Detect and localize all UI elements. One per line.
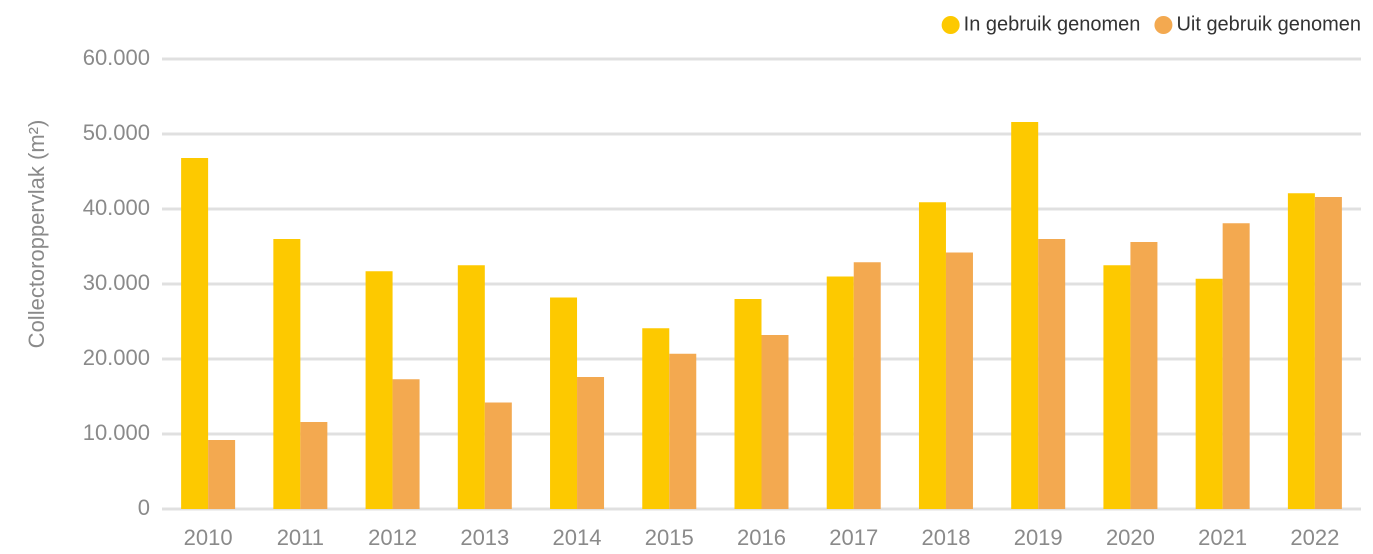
bar xyxy=(457,265,485,509)
legend-swatch xyxy=(941,16,960,34)
y-tick-label: 50.000 xyxy=(83,120,150,145)
x-tick-label: 2018 xyxy=(921,525,970,550)
bar xyxy=(1011,122,1039,509)
bar xyxy=(761,335,789,509)
x-tick-label: 2014 xyxy=(553,525,602,550)
x-tick-label: 2015 xyxy=(645,525,694,550)
x-tick-label: 2020 xyxy=(1106,525,1155,550)
y-tick-label: 60.000 xyxy=(83,45,150,70)
bar xyxy=(208,440,236,509)
bar xyxy=(577,377,605,509)
bar xyxy=(642,328,670,509)
legend-label: In gebruik genomen xyxy=(964,13,1141,35)
bar xyxy=(365,271,393,509)
bar xyxy=(1130,242,1158,509)
bar xyxy=(392,379,420,509)
y-tick-label: 0 xyxy=(138,495,150,520)
bar xyxy=(484,402,512,509)
y-tick-label: 10.000 xyxy=(83,420,150,445)
bar xyxy=(1103,265,1131,509)
bar xyxy=(918,202,946,509)
y-tick-label: 30.000 xyxy=(83,270,150,295)
x-tick-label: 2022 xyxy=(1290,525,1339,550)
x-tick-label: 2017 xyxy=(829,525,878,550)
x-tick-label: 2016 xyxy=(737,525,786,550)
x-tick-label: 2012 xyxy=(368,525,417,550)
bar xyxy=(669,353,697,509)
x-tick-label: 2011 xyxy=(277,525,324,550)
x-tick-label: 2019 xyxy=(1014,525,1063,550)
x-tick-label: 2021 xyxy=(1198,525,1247,550)
bar xyxy=(1314,197,1342,509)
bar xyxy=(1287,193,1315,509)
y-tick-label: 20.000 xyxy=(83,345,150,370)
bar xyxy=(181,158,209,509)
bar xyxy=(273,239,301,509)
bar xyxy=(945,252,973,509)
legend-swatch xyxy=(1154,16,1173,34)
bar xyxy=(1038,239,1066,509)
bar xyxy=(853,262,881,509)
legend-label: Uit gebruik genomen xyxy=(1176,13,1361,35)
x-tick-label: 2013 xyxy=(460,525,509,550)
bar xyxy=(1222,223,1250,509)
bar xyxy=(550,297,578,509)
bar xyxy=(826,276,854,509)
y-axis-label: Collectoroppervlak (m²) xyxy=(24,120,49,349)
bar xyxy=(1195,278,1223,509)
bar xyxy=(734,299,762,509)
y-tick-label: 40.000 xyxy=(83,195,150,220)
x-tick-label: 2010 xyxy=(184,525,233,550)
bar xyxy=(300,422,328,509)
